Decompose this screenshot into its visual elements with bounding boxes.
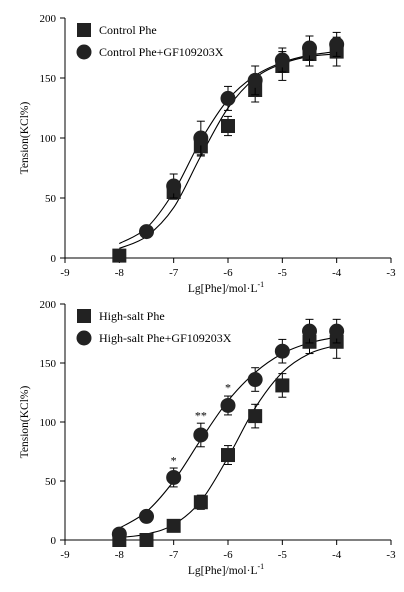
y-tick-label: 150 — [40, 358, 57, 370]
data-point — [166, 469, 182, 485]
data-point — [220, 397, 236, 413]
data-point — [220, 90, 236, 106]
x-tick-label: -5 — [278, 549, 288, 561]
data-point — [193, 495, 208, 510]
x-tick-label: -8 — [115, 267, 125, 279]
data-point — [248, 409, 263, 424]
data-point — [329, 323, 345, 339]
x-tick-label: -9 — [60, 267, 70, 279]
x-tick-label: -6 — [223, 267, 233, 279]
fit-curve-series-0 — [119, 53, 337, 249]
fit-curve-series-1 — [119, 51, 337, 245]
x-tick-label: -4 — [332, 549, 342, 561]
x-axis-title-text: Lg[Phe]/mol·L — [188, 283, 258, 295]
x-tick-label: -8 — [115, 549, 125, 561]
x-tick-label: -7 — [169, 267, 179, 279]
legend-label: Control Phe — [99, 23, 157, 37]
data-point — [275, 378, 290, 393]
x-axis-title-superscript: -1 — [257, 562, 264, 571]
fit-curve-series-1 — [119, 336, 337, 529]
y-tick-label: 200 — [40, 299, 57, 311]
x-axis-title-text: Lg[Phe]/mol·L — [188, 565, 258, 577]
y-tick-label: 50 — [45, 193, 57, 205]
y-axis-title: Tension(KCl%) — [19, 102, 31, 175]
data-point — [139, 224, 154, 240]
significance-marker: * — [171, 453, 177, 467]
y-tick-label: 100 — [40, 417, 57, 429]
data-point — [193, 427, 209, 443]
data-point — [274, 343, 290, 359]
x-tick-label: -7 — [169, 549, 179, 561]
series-1: **** — [111, 318, 345, 542]
x-tick-label: -4 — [332, 267, 342, 279]
data-point — [221, 448, 235, 463]
data-point — [247, 372, 263, 388]
y-tick-label: 150 — [40, 73, 57, 85]
data-point — [302, 40, 317, 56]
x-tick-label: -3 — [386, 267, 396, 279]
x-tick-label: -6 — [223, 549, 233, 561]
data-point — [139, 533, 154, 547]
significance-marker: ** — [195, 409, 207, 423]
legend-marker — [76, 44, 92, 60]
x-tick-label: -5 — [278, 267, 288, 279]
data-point — [139, 508, 154, 524]
data-point — [166, 178, 182, 194]
data-point — [166, 518, 181, 533]
legend-label: High-salt Phe — [99, 309, 165, 323]
legend-marker — [77, 309, 91, 323]
significance-marker: * — [225, 380, 231, 394]
data-point — [329, 36, 345, 52]
data-point — [221, 119, 235, 133]
fit-curve-series-0 — [119, 344, 337, 539]
chart-high-salt: 0 50 100 150 200 -9 -8 -7 -6 -5 -4 -3 Lg[Phe]/mol·L-… — [19, 299, 396, 577]
chart-control: 0 50 100 150 200 -9 -8 -7 -6 -5 -4 -3 Lg[Phe]/mol·L-… — [19, 13, 396, 295]
legend: Control Phe Control Phe+GF109203X — [76, 23, 224, 60]
y-tick-label: 50 — [45, 476, 57, 488]
data-point — [112, 248, 127, 263]
y-tick-label: 200 — [40, 13, 57, 25]
data-point — [247, 72, 263, 88]
legend: High-salt Phe High-salt Phe+GF109203X — [76, 309, 232, 346]
data-point — [193, 130, 209, 146]
legend-label: High-salt Phe+GF109203X — [99, 331, 232, 345]
x-tick-label: -9 — [60, 549, 70, 561]
y-axis-title: Tension(KCl%) — [19, 386, 31, 459]
data-point — [274, 52, 290, 68]
y-tick-label: 0 — [51, 535, 57, 547]
x-axis-title-superscript: -1 — [257, 280, 264, 289]
x-tick-label: -3 — [386, 549, 396, 561]
x-axis-title: Lg[Phe]/mol·L-1 — [188, 562, 264, 577]
legend-label: Control Phe+GF109203X — [99, 45, 224, 59]
x-axis-title: Lg[Phe]/mol·L-1 — [188, 280, 264, 295]
y-tick-label: 100 — [40, 133, 57, 145]
y-tick-label: 0 — [51, 253, 57, 265]
data-point — [302, 323, 317, 339]
data-point — [111, 526, 127, 542]
series-1 — [139, 31, 345, 240]
legend-marker — [76, 330, 92, 346]
legend-marker — [77, 23, 91, 37]
